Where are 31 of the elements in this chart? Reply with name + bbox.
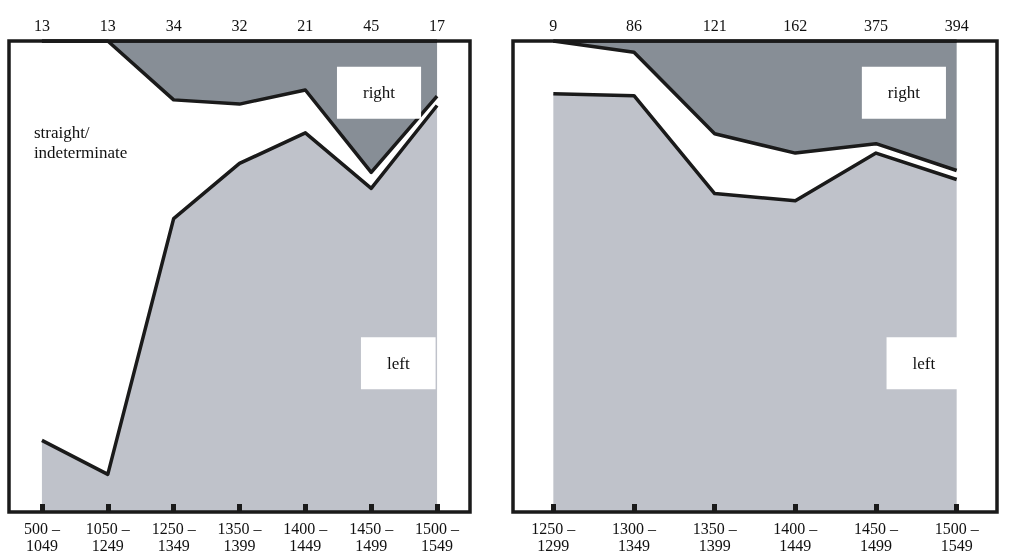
x-tick-label: 500 – 1049 [23,520,61,554]
text: 86 [626,16,642,34]
x-tick-label: 1250 – 1349 [151,520,197,554]
text: 17 [429,16,446,34]
text: 162 [783,16,808,34]
x-tick-label: 1050 – 1249 [85,520,131,554]
series-label: left [912,353,936,373]
x-tick-label: 1300 – 1349 [612,520,657,554]
x-tick-label: 1400 – 1449 [773,520,819,554]
text: 121 [702,16,727,34]
text: 375 [864,16,888,34]
x-tick-label: 1450 – 1499 [854,520,899,554]
x-tick-label: 1500 – 1549 [934,520,980,554]
x-tick-label: 1350 – 1399 [692,520,738,554]
x-tick-label: 1450 – 1499 [349,520,395,554]
text: 13 [99,16,116,34]
text: 45 [363,16,380,34]
x-tick-label: 1250 – 1299 [531,520,577,554]
x-tick-label: 1350 – 1399 [217,520,263,554]
series-label: left [386,353,410,373]
text: 13 [33,16,50,34]
text: 21 [297,16,314,34]
series-label: right [887,83,921,103]
x-tick-label: 1500 – 1549 [415,520,461,554]
text: 9 [549,16,558,34]
text: 32 [231,16,248,34]
text: 34 [165,16,182,34]
x-tick-label: 1400 – 1449 [283,520,329,554]
text: 394 [944,16,969,34]
series-label: straight/ indeterminate [33,122,128,162]
series-label: right [362,83,396,103]
